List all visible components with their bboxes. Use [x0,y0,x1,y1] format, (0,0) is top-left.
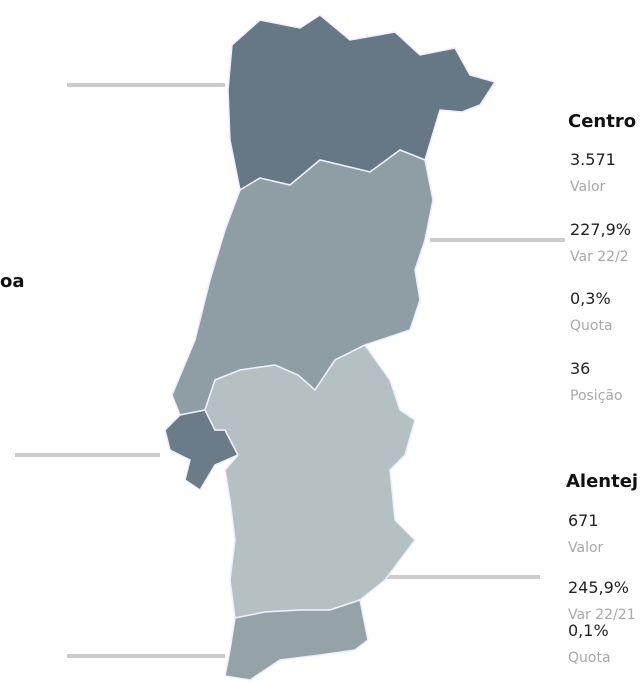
stat-label: Valor [568,540,604,556]
region-name: oa [0,271,25,292]
region-centro [171,149,434,416]
stat-value: 227,9% [570,220,632,239]
stat-label: Var 22/21 [568,607,636,623]
stat-label: Var 22/2 [570,249,629,265]
stat-label: Valor [570,179,606,195]
stat-value: 3.571 [570,150,616,169]
region-algarve [224,599,369,681]
region-norte [227,14,497,192]
stat-value: 36 [570,359,591,378]
region-alentejo [204,344,416,619]
stat-value: 245,9% [568,578,630,597]
region-name: Alentej [566,471,639,492]
stat-label: Posição [570,388,623,404]
stat-value: 0,3% [570,289,611,308]
stat-label: Quota [570,318,613,334]
region-name: Centro [568,111,637,132]
stat-value: 0,1% [568,621,609,640]
stat-value: 671 [568,511,599,530]
stat-label: Quota [568,650,611,666]
leader-lines [15,83,565,658]
